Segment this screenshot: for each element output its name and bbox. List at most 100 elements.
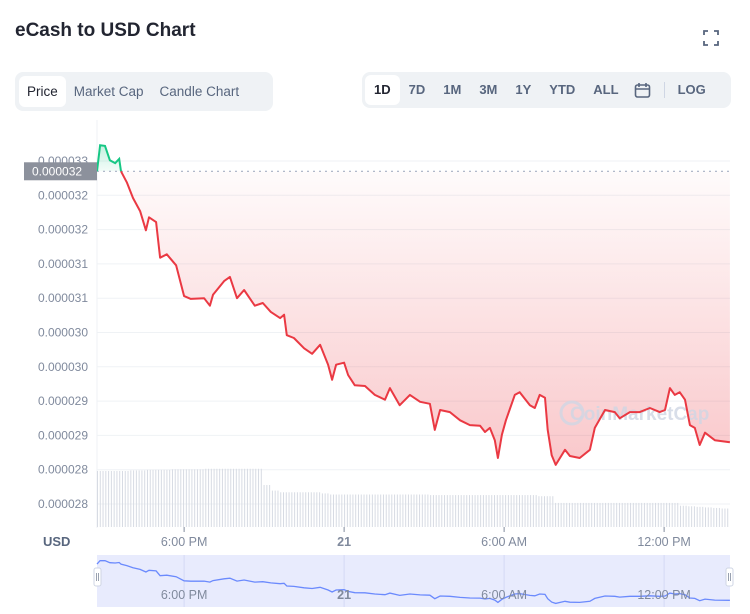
volume-bar — [360, 494, 362, 527]
volume-bar — [585, 502, 587, 527]
volume-bar — [227, 468, 229, 527]
volume-bar — [233, 468, 235, 527]
volume-bar — [241, 468, 243, 527]
fullscreen-icon[interactable] — [701, 28, 721, 48]
range-7d[interactable]: 7D — [408, 82, 426, 97]
volume-bar — [108, 471, 110, 527]
navigator-handle[interactable] — [725, 567, 734, 587]
volume-bar — [516, 495, 518, 527]
navigator-tick-label: 6:00 PM — [161, 588, 208, 602]
calendar-icon[interactable] — [634, 75, 652, 105]
volume-bar — [646, 502, 648, 527]
volume-bar — [127, 471, 129, 527]
tab-market-cap[interactable]: Market Cap — [73, 84, 144, 99]
log-scale-toggle[interactable]: LOG — [677, 82, 706, 97]
volume-bar — [457, 495, 459, 527]
volume-bar — [577, 502, 579, 527]
range-1d[interactable]: 1D — [365, 75, 400, 105]
volume-bar — [413, 494, 415, 527]
volume-bar — [607, 502, 609, 527]
price-line — [96, 144, 731, 466]
volume-bar — [455, 495, 457, 527]
volume-bar — [616, 502, 618, 527]
tab-price[interactable]: Price — [19, 76, 66, 107]
volume-bar — [643, 502, 645, 527]
volume-bar — [602, 502, 604, 527]
navigator-handle[interactable] — [93, 567, 102, 587]
volume-bar — [382, 494, 384, 527]
volume-bar — [485, 495, 487, 527]
volume-bar — [269, 485, 271, 527]
volume-bar — [477, 495, 479, 527]
volume-bar — [305, 492, 307, 527]
volume-bar — [505, 495, 507, 527]
volume-bar — [299, 492, 301, 527]
navigator-tick-label: 6:00 AM — [481, 588, 527, 602]
volume-bar — [210, 468, 212, 527]
volume-bar — [394, 494, 396, 527]
volume-bar — [652, 502, 654, 527]
volume-bar — [363, 494, 365, 527]
price-chart[interactable]: CoinMarketCap 0.0000330.0000320.0000320.… — [0, 120, 750, 614]
volume-bar — [568, 502, 570, 527]
volume-bar — [685, 505, 687, 527]
volume-bar — [205, 468, 207, 527]
volume-bar — [213, 468, 215, 527]
currency-label: USD — [43, 534, 70, 549]
volume-bar — [449, 495, 451, 527]
volume-bar — [355, 494, 357, 527]
volume-bar — [563, 502, 565, 527]
volume-bar — [283, 492, 285, 527]
volume-bar — [655, 502, 657, 527]
y-tick-label: 0.000032 — [38, 223, 88, 237]
volume-bar — [163, 469, 165, 527]
range-1m[interactable]: 1M — [443, 82, 462, 97]
x-tick-label: 12:00 PM — [637, 535, 691, 549]
volume-bar — [482, 495, 484, 527]
volume-bar — [532, 495, 534, 527]
volume-bar — [280, 492, 282, 527]
volume-bar — [630, 502, 632, 527]
volume-bar — [494, 495, 496, 527]
volume-bar — [513, 495, 515, 527]
volume-bar — [194, 469, 196, 527]
volume-bar — [116, 471, 118, 527]
volume-bar — [332, 494, 334, 527]
tab-candle-chart[interactable]: Candle Chart — [159, 84, 240, 99]
chart-type-tabs: Price Market Cap Candle Chart — [15, 72, 273, 111]
volume-bar — [124, 471, 126, 527]
volume-bar — [635, 502, 637, 527]
y-tick-label: 0.000030 — [38, 360, 88, 374]
volume-bar — [141, 470, 143, 527]
volume-bar — [621, 502, 623, 527]
volume-bar — [718, 507, 720, 527]
volume-bar — [313, 492, 315, 527]
volume-bar — [110, 471, 112, 527]
volume-bar — [530, 495, 532, 527]
volume-bar — [188, 469, 190, 527]
volume-bar — [288, 492, 290, 527]
volume-bar — [605, 502, 607, 527]
volume-bar — [169, 469, 171, 527]
navigator-tick-label: 12:00 PM — [637, 588, 691, 602]
volume-bar — [574, 502, 576, 527]
volume-bar — [310, 492, 312, 527]
y-tick-label: 0.000032 — [38, 188, 88, 202]
volume-bar — [166, 469, 168, 527]
volume-bar — [402, 494, 404, 527]
volume-bar — [427, 494, 429, 527]
volume-bar — [557, 502, 559, 527]
volume-bar — [502, 495, 504, 527]
range-all[interactable]: ALL — [593, 82, 619, 97]
volume-bar — [185, 469, 187, 527]
y-tick-label: 0.000029 — [38, 394, 88, 408]
volume-bar — [527, 495, 529, 527]
range-1y[interactable]: 1Y — [515, 82, 532, 97]
range-ytd[interactable]: YTD — [549, 82, 576, 97]
volume-bar — [702, 506, 704, 527]
range-3m[interactable]: 3M — [479, 82, 498, 97]
volume-bar — [560, 502, 562, 527]
volume-bar — [488, 495, 490, 527]
current-price-label: 0.000032 — [32, 164, 82, 178]
volume-bar — [663, 502, 665, 527]
